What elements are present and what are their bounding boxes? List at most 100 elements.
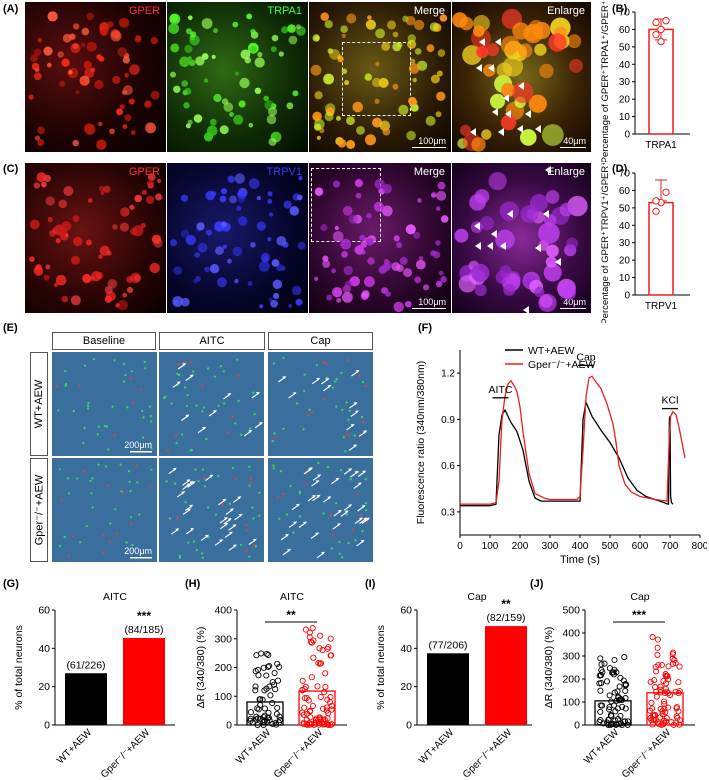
neuron-dot: [60, 498, 63, 501]
data-point: [316, 714, 323, 721]
neuron-dot: [357, 374, 361, 377]
neuron-dot: [63, 535, 66, 539]
neuron-dot: [245, 523, 248, 527]
arrowhead-icon: [321, 551, 325, 555]
neuron-dot: [200, 552, 204, 555]
data-point: [256, 696, 263, 703]
neuron-dot: [78, 384, 81, 388]
neuron-dot: [273, 435, 277, 439]
cell: [543, 263, 562, 282]
neuron-dot: [338, 552, 341, 555]
cell: [295, 24, 301, 30]
cell: [381, 42, 391, 51]
neuron-dot: [177, 363, 180, 366]
cell: [272, 292, 280, 300]
cell: [419, 256, 423, 261]
neuron-dot: [128, 480, 131, 484]
calcium-image: [52, 458, 157, 562]
neuron-dot: [315, 364, 318, 367]
cell: [122, 56, 130, 64]
arrowhead-icon: [258, 422, 263, 425]
cell: [40, 181, 47, 188]
cell: [83, 123, 95, 134]
y-tick-label: 0: [406, 720, 412, 732]
arrowhead-icon: [228, 531, 233, 535]
arrowhead-icon: [487, 242, 493, 250]
data-point: [661, 700, 668, 708]
data-point: [310, 654, 317, 661]
cell: [227, 175, 235, 183]
calcium-image-shade: [159, 458, 264, 562]
cell: [319, 127, 325, 134]
y-axis-label: % of total neurons: [375, 625, 387, 710]
data-point: [327, 652, 334, 659]
data-point: [605, 721, 612, 728]
cell: [393, 235, 400, 242]
arrowhead-icon: [227, 393, 232, 396]
cell: [254, 57, 265, 68]
data-point: [624, 721, 631, 728]
neuron-dot: [175, 434, 178, 437]
neuron-dot: [138, 513, 141, 516]
cell: [382, 183, 392, 194]
neuron-dot: [248, 484, 251, 487]
data-point: [618, 721, 625, 729]
cell: [392, 83, 399, 90]
cell: [238, 216, 248, 226]
arrowhead-icon: [335, 477, 340, 481]
data-point: [255, 672, 262, 679]
data-point: [670, 721, 677, 728]
cell: [471, 137, 486, 152]
neuron-dot: [331, 386, 334, 389]
cell: [415, 259, 426, 270]
arrowhead-icon: [357, 482, 362, 486]
x-tick-label: 700: [662, 541, 679, 552]
data-point: [661, 705, 668, 712]
cell: [35, 264, 42, 271]
chart-title: AITC: [103, 591, 127, 603]
cell: [70, 255, 81, 265]
cell: [221, 98, 229, 105]
neuron-dot: [272, 464, 275, 467]
neuron-dot: [207, 536, 210, 539]
neuron-dot: [347, 434, 351, 437]
data-point: [663, 680, 670, 687]
cell: [30, 54, 38, 62]
cell: [232, 21, 239, 28]
neuron-dot: [335, 405, 338, 408]
neuron-dot: [102, 551, 105, 555]
data-point: [306, 721, 314, 728]
y-tick-label: 10: [619, 112, 631, 123]
cell: [205, 229, 213, 236]
neuron-dot: [186, 394, 189, 397]
arrowhead-icon: [205, 534, 209, 538]
cell: [209, 264, 220, 274]
data-point: [271, 681, 278, 688]
neuron-dot: [282, 492, 285, 496]
data-point: [652, 684, 659, 691]
neuron-dot: [83, 426, 86, 430]
data-point: [605, 716, 612, 724]
neuron-dot: [178, 556, 182, 559]
neuron-dot: [308, 408, 311, 411]
annotation: AITC: [489, 384, 513, 396]
cell: [110, 30, 122, 42]
neuron-dot: [197, 479, 200, 483]
column-header-cap: Cap: [268, 332, 373, 350]
neuron-dot: [202, 406, 206, 409]
bar: [427, 653, 469, 725]
data-point: [597, 702, 604, 709]
cell: [405, 15, 416, 26]
panel-label-c: (C): [3, 163, 19, 175]
y-tick-label: 20: [619, 256, 631, 267]
data-point: [263, 650, 270, 657]
cell: [104, 295, 112, 303]
cell: [312, 111, 322, 122]
panel-label-d: (D): [612, 163, 628, 175]
cell: [91, 271, 102, 282]
cell: [423, 284, 430, 291]
arrowhead-icon: [292, 392, 297, 396]
data-point: [267, 692, 274, 699]
legend-label: Gper⁻/⁻+AEW: [528, 359, 595, 371]
neuron-dot: [360, 415, 364, 419]
